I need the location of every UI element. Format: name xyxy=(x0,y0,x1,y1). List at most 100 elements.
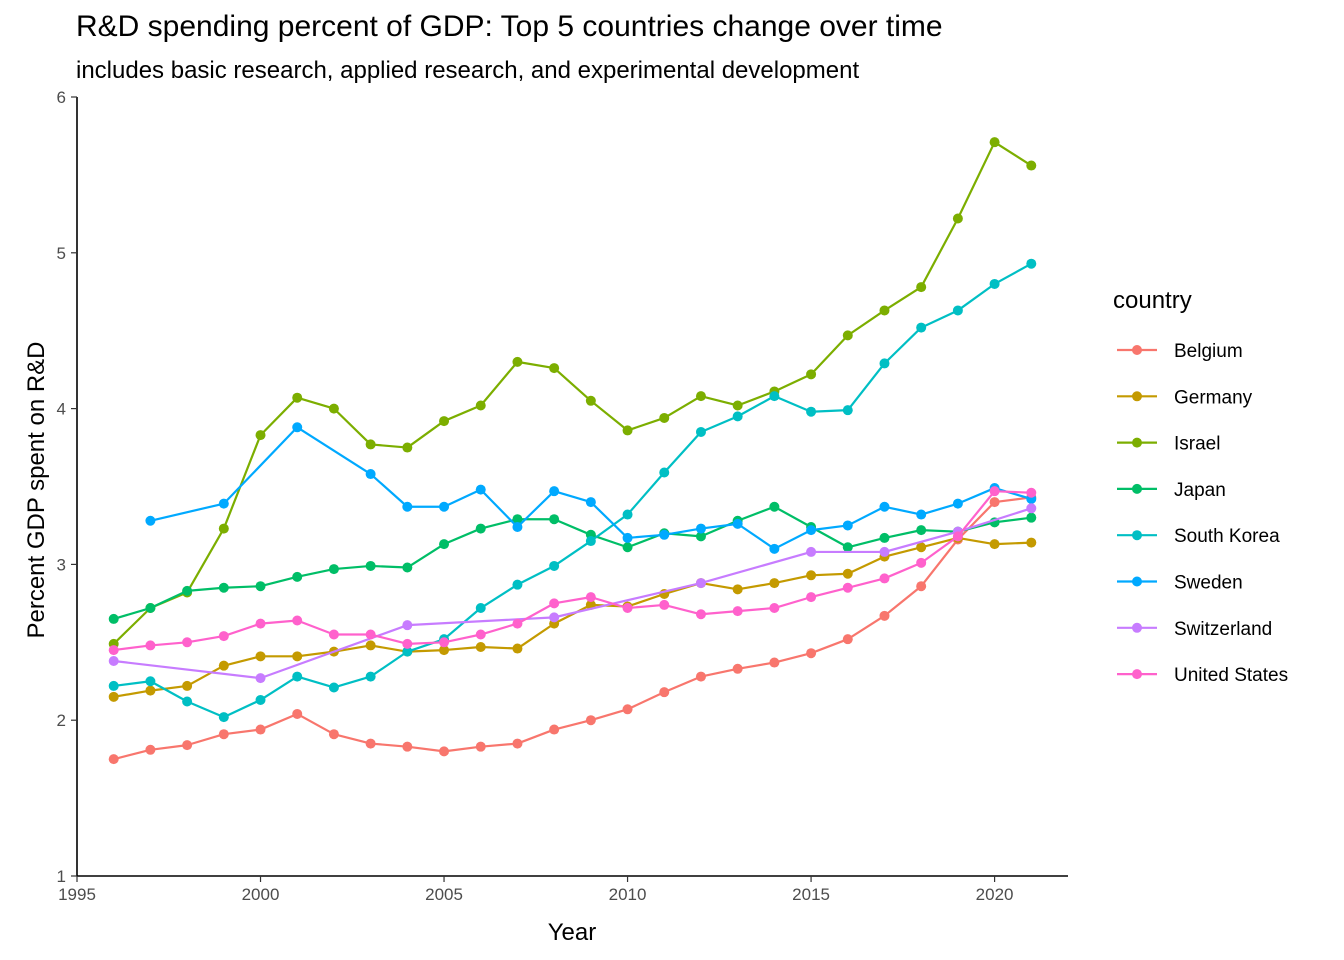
data-point xyxy=(365,640,376,651)
data-point xyxy=(916,581,927,592)
data-point xyxy=(622,509,633,520)
data-point xyxy=(292,422,303,433)
data-point xyxy=(439,637,450,648)
data-point xyxy=(1026,537,1037,548)
data-point xyxy=(475,523,486,534)
data-point xyxy=(585,592,596,603)
data-point xyxy=(769,391,780,402)
data-point xyxy=(108,680,119,691)
series-layer xyxy=(108,137,1037,765)
data-point xyxy=(1026,503,1037,514)
data-point xyxy=(475,741,486,752)
data-point xyxy=(512,738,523,749)
axes: 1995 2000 2005 2010 2015 2020 1 2 3 4 5 6 xyxy=(57,88,1068,904)
data-point xyxy=(916,542,927,553)
data-point xyxy=(292,392,303,403)
data-point xyxy=(695,531,706,542)
data-point xyxy=(585,536,596,547)
data-point xyxy=(695,391,706,402)
series-line xyxy=(113,262,1032,719)
data-point xyxy=(255,430,266,441)
data-point xyxy=(695,609,706,620)
legend-label: South Korea xyxy=(1174,526,1280,547)
data-point xyxy=(842,330,853,341)
series-united-states xyxy=(108,486,1037,656)
data-point xyxy=(218,729,229,740)
legend-item: Japan xyxy=(1117,480,1226,501)
series-line xyxy=(112,141,1032,645)
data-point xyxy=(549,598,560,609)
legend-item: Israel xyxy=(1117,434,1220,455)
legend-label: United States xyxy=(1174,665,1288,686)
legend-item: Germany xyxy=(1117,387,1253,408)
legend-item: South Korea xyxy=(1117,526,1280,547)
x-tick-label: 2005 xyxy=(425,885,463,904)
data-point xyxy=(475,400,486,411)
series-japan xyxy=(108,501,1037,624)
data-point xyxy=(145,603,156,614)
y-tick-label: 1 xyxy=(57,867,66,886)
data-point xyxy=(659,467,670,478)
x-tick-label: 2020 xyxy=(976,885,1014,904)
data-point xyxy=(585,497,596,508)
legend-key-point xyxy=(1132,576,1142,587)
legend-item: Sweden xyxy=(1117,573,1243,594)
legend-label: Germany xyxy=(1174,387,1253,408)
legend-key-point xyxy=(1132,622,1142,633)
data-point xyxy=(806,525,817,536)
data-point xyxy=(402,620,413,631)
data-point xyxy=(255,618,266,629)
data-point xyxy=(108,613,119,624)
legend-key-point xyxy=(1132,669,1142,680)
data-point xyxy=(145,685,156,696)
data-point xyxy=(475,641,486,652)
legend-item: Switzerland xyxy=(1117,619,1272,640)
data-point xyxy=(475,603,486,614)
y-tick-label: 3 xyxy=(57,555,66,574)
legend: country Belgium Germany Israel Japan South K… xyxy=(1113,287,1288,686)
data-point xyxy=(402,501,413,512)
y-tick-label: 2 xyxy=(57,711,66,730)
data-point xyxy=(952,531,963,542)
x-tick-label: 2015 xyxy=(792,885,830,904)
data-point xyxy=(732,400,743,411)
data-point xyxy=(439,645,450,656)
y-tick-label: 5 xyxy=(57,244,66,263)
data-point xyxy=(475,484,486,495)
data-point xyxy=(402,442,413,453)
series-line xyxy=(113,490,1032,652)
data-point xyxy=(365,469,376,480)
data-point xyxy=(255,694,266,705)
data-point xyxy=(365,439,376,450)
data-point xyxy=(622,603,633,614)
data-point xyxy=(328,682,339,693)
data-point xyxy=(549,724,560,735)
y-axis-title: Percent GDP spent on R&D xyxy=(23,341,50,638)
legend-key-point xyxy=(1132,530,1142,541)
data-point xyxy=(1026,512,1037,523)
data-point xyxy=(1026,160,1037,171)
data-point xyxy=(1026,487,1037,498)
legend-label: Japan xyxy=(1174,480,1226,501)
data-point xyxy=(585,395,596,406)
data-point xyxy=(108,691,119,702)
legend-label: Sweden xyxy=(1174,573,1243,594)
series-germany xyxy=(108,532,1037,702)
data-point xyxy=(512,522,523,533)
data-point xyxy=(879,610,890,621)
data-point xyxy=(549,514,560,525)
data-point xyxy=(989,278,1000,289)
data-point xyxy=(879,532,890,543)
data-point xyxy=(769,501,780,512)
data-point xyxy=(916,282,927,293)
data-point xyxy=(218,498,229,509)
data-point xyxy=(1026,258,1037,269)
data-point xyxy=(328,729,339,740)
data-point xyxy=(769,543,780,554)
data-point xyxy=(512,514,523,525)
data-point xyxy=(842,582,853,593)
data-point xyxy=(842,634,853,645)
data-point xyxy=(952,213,963,224)
legend-key-point xyxy=(1132,437,1142,448)
data-point xyxy=(365,671,376,682)
